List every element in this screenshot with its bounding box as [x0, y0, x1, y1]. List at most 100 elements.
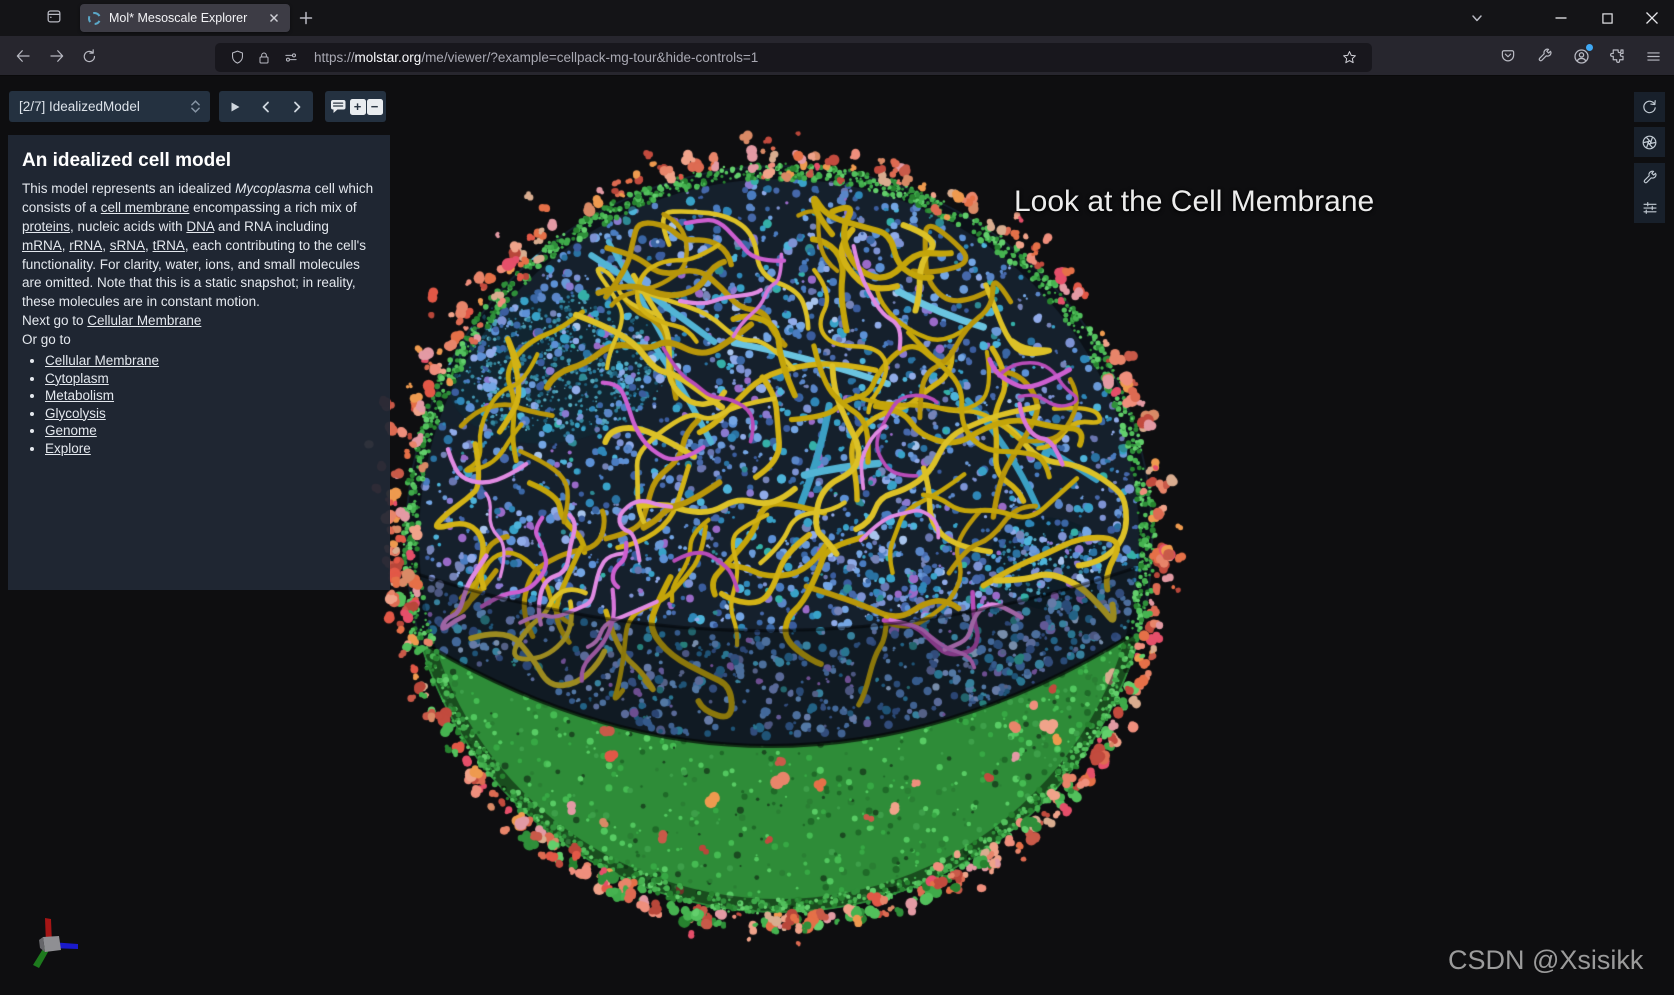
- panel-link[interactable]: tRNA: [152, 237, 185, 253]
- panel-link[interactable]: mRNA: [22, 237, 62, 253]
- tab-close-button[interactable]: [266, 10, 282, 26]
- tour-link-item: Cytoplasm: [45, 371, 376, 386]
- chat-bubble-icon: [331, 100, 346, 113]
- annotation-zoom-out-button[interactable]: −: [366, 98, 383, 115]
- axis-gizmo[interactable]: [18, 912, 82, 976]
- extensions-button[interactable]: [1603, 42, 1631, 70]
- window-minimize-button[interactable]: [1538, 0, 1584, 36]
- reset-camera-button[interactable]: [1634, 92, 1665, 122]
- tour-link[interactable]: Glycolysis: [45, 405, 106, 421]
- annotations-toggle-button[interactable]: [329, 93, 349, 120]
- forward-button[interactable]: [42, 41, 72, 71]
- window-close-button[interactable]: [1630, 0, 1674, 36]
- close-icon: [270, 14, 278, 22]
- play-icon: [231, 102, 240, 111]
- url-path: /me/viewer/?example=cellpack-mg-tour&hid…: [421, 50, 759, 65]
- back-arrow-icon: [16, 50, 30, 62]
- panel-title: An idealized cell model: [22, 150, 232, 171]
- hamburger-menu-icon: [1646, 51, 1660, 61]
- url-text: https://molstar.org/me/viewer/?example=c…: [314, 50, 1338, 65]
- bookmark-star-button[interactable]: [1338, 47, 1360, 69]
- maximize-icon: [1601, 12, 1613, 24]
- annotation-zoom-in-button[interactable]: +: [349, 98, 366, 115]
- scene-annotation-label[interactable]: Look at the Cell Membrane: [1014, 185, 1375, 218]
- panel-link[interactable]: Cellular Membrane: [87, 313, 202, 329]
- chevron-right-icon: [294, 101, 301, 112]
- tour-link-item: Metabolism: [45, 388, 376, 403]
- lock-icon[interactable]: [254, 48, 274, 68]
- panel-link[interactable]: rRNA: [69, 237, 103, 253]
- tour-playback-group: [219, 91, 313, 122]
- panel-paragraph: This model represents an idealized Mycop…: [22, 181, 374, 310]
- tab-title: Mol* Mesoscale Explorer: [109, 11, 248, 25]
- account-icon: [1573, 48, 1589, 64]
- sliders-icon: [1642, 202, 1657, 214]
- account-notification-badge: [1586, 44, 1593, 51]
- close-icon: [1646, 12, 1658, 24]
- account-button[interactable]: [1567, 42, 1595, 70]
- tour-link-item: Genome: [45, 423, 376, 438]
- firefox-view-icon: [44, 6, 64, 31]
- tour-description-panel: An idealized cell model This model repre…: [8, 135, 390, 590]
- panel-link[interactable]: DNA: [186, 218, 215, 234]
- tracking-shield-icon[interactable]: [227, 48, 247, 68]
- tour-link[interactable]: Metabolism: [45, 388, 115, 404]
- tour-step-select[interactable]: [2/7] IdealizedModel: [9, 91, 210, 122]
- panel-body: This model represents an idealized Mycop…: [22, 180, 376, 350]
- play-button[interactable]: [222, 93, 248, 120]
- settings-sliders-button[interactable]: [1634, 193, 1665, 223]
- url-scheme: https://: [314, 50, 355, 65]
- tour-link[interactable]: Explore: [45, 440, 91, 456]
- chevron-down-icon: [1472, 15, 1482, 22]
- panel-paragraph: Or go to: [22, 332, 71, 348]
- tour-link-item: Glycolysis: [45, 406, 376, 421]
- annotation-group: + −: [325, 91, 386, 122]
- chevron-down-icon: [191, 107, 200, 113]
- aperture-icon: [1642, 135, 1657, 149]
- plus-icon: +: [353, 99, 362, 114]
- url-host: molstar.org: [354, 50, 422, 65]
- wrench-icon: [1538, 48, 1552, 62]
- panel-italic-text: Mycoplasma: [235, 181, 311, 196]
- minimize-icon: [1555, 17, 1567, 19]
- tour-link[interactable]: Cytoplasm: [45, 370, 109, 386]
- next-step-button[interactable]: [284, 93, 310, 120]
- axis-origin-cube: [43, 936, 61, 952]
- list-all-tabs-button[interactable]: [1464, 6, 1490, 30]
- controls-toggle-button[interactable]: [1634, 163, 1665, 193]
- plus-icon: [299, 11, 313, 25]
- tour-link-item: Cellular Membrane: [45, 353, 376, 368]
- tour-links-list: Cellular MembraneCytoplasm MetabolismGlyc…: [22, 353, 376, 456]
- panel-link[interactable]: proteins: [22, 218, 71, 234]
- new-tab-button[interactable]: [294, 6, 318, 30]
- permissions-icon[interactable]: [281, 48, 301, 68]
- pocket-button[interactable]: [1494, 42, 1522, 70]
- app-menu-button[interactable]: [1639, 42, 1667, 70]
- select-spinner-icons: [191, 100, 200, 113]
- chevron-left-icon: [262, 101, 269, 112]
- tour-step-label: [2/7] IdealizedModel: [19, 99, 140, 114]
- previous-step-button[interactable]: [253, 93, 279, 120]
- browser-tab[interactable]: Mol* Mesoscale Explorer: [80, 4, 290, 32]
- wrench-icon: [1643, 170, 1657, 184]
- back-button[interactable]: [8, 41, 38, 71]
- reload-icon: [83, 48, 95, 62]
- screenshot-button[interactable]: [1634, 127, 1665, 157]
- axis-origin-cube-side: [39, 937, 45, 952]
- molstar-favicon-icon: [88, 11, 101, 25]
- tour-link[interactable]: Genome: [45, 423, 97, 439]
- reload-button[interactable]: [74, 41, 104, 71]
- tour-link[interactable]: Cellular Membrane: [45, 353, 160, 369]
- firefox-view-button[interactable]: [42, 6, 66, 30]
- panel-paragraph: Next go to Cellular Membrane: [22, 313, 202, 329]
- titlebar: Mol* Mesoscale Explorer: [0, 0, 1674, 36]
- developer-tools-button[interactable]: [1531, 42, 1559, 70]
- forward-arrow-icon: [50, 50, 64, 62]
- navigation-toolbar: https://molstar.org/me/viewer/?example=c…: [0, 36, 1674, 76]
- panel-link[interactable]: cell membrane: [100, 199, 190, 215]
- minus-icon: −: [370, 99, 379, 114]
- url-bar[interactable]: https://molstar.org/me/viewer/?example=c…: [215, 43, 1372, 72]
- panel-link[interactable]: sRNA: [109, 237, 146, 253]
- window-maximize-button[interactable]: [1584, 0, 1630, 36]
